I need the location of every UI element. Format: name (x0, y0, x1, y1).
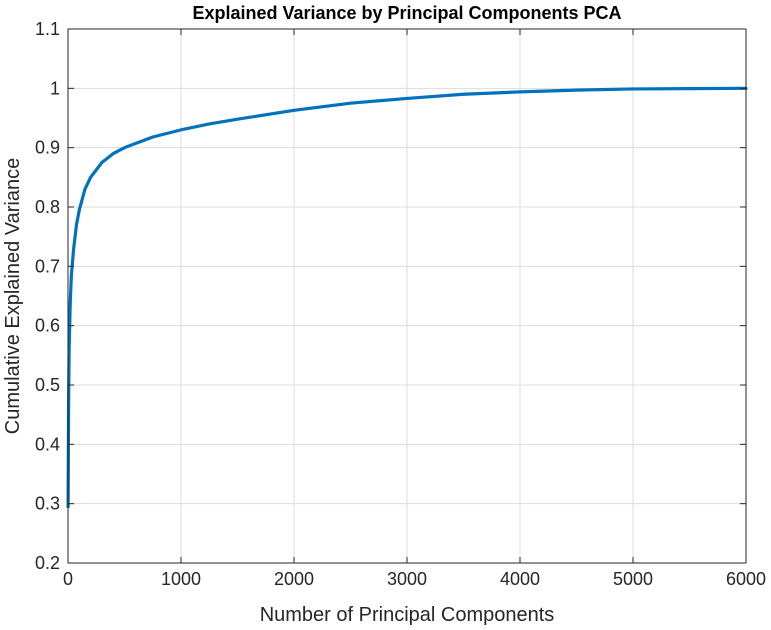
ticks: 0 1000 2000 3000 4000 5000 6000 0.2 0.3 0.4 0.5 0.6… (35, 19, 766, 589)
x-tick-label: 2000 (274, 569, 314, 589)
x-tick-label: 0 (63, 569, 73, 589)
y-tick-label: 0.3 (35, 494, 60, 514)
y-tick-label: 1.1 (35, 19, 60, 39)
x-tick-label: 4000 (500, 569, 540, 589)
y-axis-label: Cumulative Explained Variance (2, 158, 24, 434)
y-tick-label: 0.4 (35, 434, 60, 454)
y-tick-label: 0.7 (35, 256, 60, 276)
y-tick-label: 0.2 (35, 553, 60, 573)
y-tick-label: 0.5 (35, 375, 60, 395)
plot-line-group (66, 86, 748, 509)
y-tick-label: 0.8 (35, 197, 60, 217)
series-line-0 (66, 86, 748, 509)
y-tick-label: 1 (50, 78, 60, 98)
grid (68, 29, 746, 563)
chart-title: Explained Variance by Principal Componen… (192, 3, 621, 23)
y-tick-label: 0.9 (35, 138, 60, 158)
x-tick-label: 1000 (161, 569, 201, 589)
x-tick-label: 6000 (726, 569, 766, 589)
x-tick-label: 5000 (613, 569, 653, 589)
x-axis-label: Number of Principal Components (260, 604, 555, 626)
y-tick-label: 0.6 (35, 316, 60, 336)
x-tick-label: 3000 (387, 569, 427, 589)
